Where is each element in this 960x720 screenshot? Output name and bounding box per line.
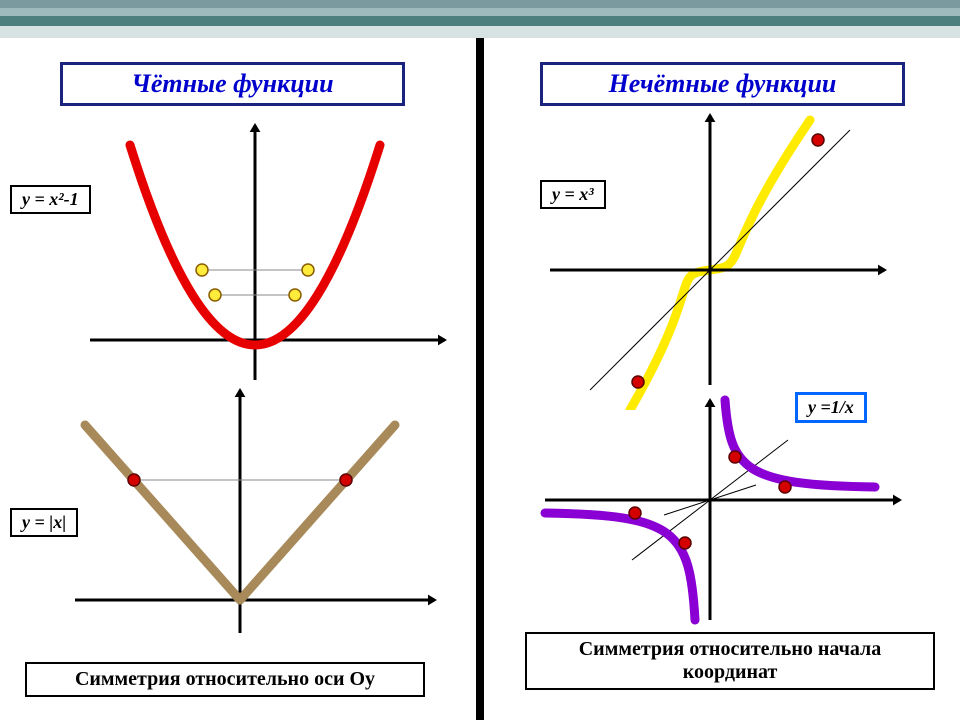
title-odd: Нечётные функции (540, 62, 905, 106)
footer-odd: Симметрия относительно начала координат (525, 632, 935, 690)
plot-parabola (50, 115, 450, 390)
top-band (0, 16, 960, 26)
plot-cubic (520, 110, 920, 410)
top-band (0, 8, 960, 16)
divider (476, 38, 484, 720)
plot-abs (40, 385, 460, 655)
top-band (0, 26, 960, 38)
footer-even: Симметрия относительно оси Оy (25, 662, 425, 697)
plot-hyperbola (520, 395, 920, 630)
top-band (0, 0, 960, 8)
title-even: Чётные функции (60, 62, 405, 106)
